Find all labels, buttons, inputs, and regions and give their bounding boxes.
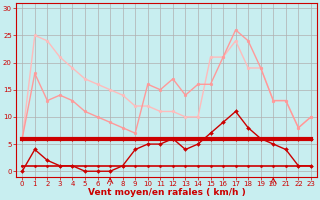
X-axis label: Vent moyen/en rafales ( km/h ): Vent moyen/en rafales ( km/h ) — [88, 188, 245, 197]
